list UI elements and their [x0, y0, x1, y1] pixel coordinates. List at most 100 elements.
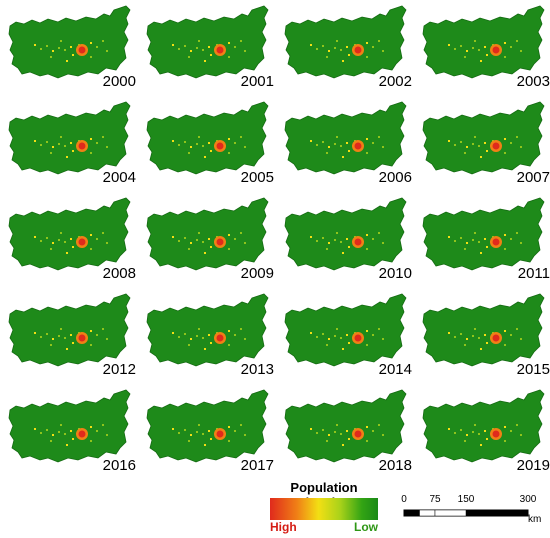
- settlement-dot: [58, 47, 60, 49]
- settlement-dot: [348, 342, 350, 344]
- settlement-dot: [328, 242, 330, 244]
- settlement-dot: [466, 434, 468, 436]
- map-panel: 2016: [6, 388, 142, 484]
- settlement-dot: [90, 152, 92, 154]
- settlement-dot: [40, 240, 42, 242]
- settlement-dot: [480, 60, 482, 62]
- settlement-dot: [480, 348, 482, 350]
- settlement-dot: [474, 136, 476, 138]
- settlement-dot: [372, 238, 374, 240]
- urban-hotspot-core: [354, 430, 362, 438]
- settlement-dot: [64, 49, 66, 51]
- settlement-dot: [60, 424, 62, 426]
- settlement-dot: [184, 429, 186, 431]
- settlement-dot: [366, 440, 368, 442]
- settlement-dot: [172, 428, 174, 430]
- scale-tick-0: 0: [401, 494, 407, 505]
- settlement-dot: [336, 424, 338, 426]
- settlement-dot: [244, 146, 246, 148]
- region-boundary: [146, 197, 269, 271]
- region-map: [8, 389, 131, 463]
- settlement-dot: [328, 338, 330, 340]
- settlement-dot: [316, 432, 318, 434]
- settlement-dot: [228, 330, 230, 332]
- settlement-dot: [40, 48, 42, 50]
- settlement-dot: [516, 136, 518, 138]
- settlement-dot: [102, 232, 104, 234]
- settlement-dot: [58, 239, 60, 241]
- settlement-dot: [310, 140, 312, 142]
- region-boundary: [8, 101, 131, 175]
- settlement-dot: [372, 334, 374, 336]
- settlement-dot: [382, 50, 384, 52]
- settlement-dot: [340, 145, 342, 147]
- settlement-dot: [188, 440, 190, 442]
- year-label: 2000: [102, 73, 136, 90]
- map-panel: 2018: [282, 388, 418, 484]
- year-label: 2015: [516, 361, 550, 378]
- settlement-dot: [208, 430, 210, 432]
- settlement-dot: [334, 335, 336, 337]
- settlement-dot: [60, 40, 62, 42]
- map-panel: 2012: [6, 292, 142, 388]
- settlement-dot: [178, 432, 180, 434]
- region-map: [284, 197, 407, 271]
- legend-high-label: High: [270, 520, 297, 534]
- region-boundary: [422, 101, 545, 175]
- settlement-dot: [244, 242, 246, 244]
- region-boundary: [422, 293, 545, 367]
- settlement-dot: [510, 46, 512, 48]
- settlement-dot: [460, 141, 462, 143]
- settlement-dot: [106, 146, 108, 148]
- settlement-dot: [346, 46, 348, 48]
- urban-hotspot-core: [354, 238, 362, 246]
- settlement-dot: [510, 142, 512, 144]
- scale-bar: 0 75 150 300 km: [396, 494, 546, 528]
- settlement-dot: [472, 47, 474, 49]
- settlement-dot: [464, 440, 466, 442]
- settlement-dot: [66, 252, 68, 254]
- settlement-dot: [478, 145, 480, 147]
- settlement-dot: [64, 433, 66, 435]
- settlement-dot: [198, 328, 200, 330]
- settlement-dot: [478, 337, 480, 339]
- settlement-dot: [202, 433, 204, 435]
- map-panel: 2005: [144, 100, 280, 196]
- year-label: 2014: [378, 361, 412, 378]
- settlement-dot: [34, 428, 36, 430]
- settlement-dot: [478, 241, 480, 243]
- region-map: [422, 5, 545, 79]
- settlement-dot: [346, 430, 348, 432]
- settlement-dot: [190, 146, 192, 148]
- urban-hotspot-core: [492, 238, 500, 246]
- settlement-dot: [72, 342, 74, 344]
- settlement-dot: [172, 332, 174, 334]
- urban-hotspot-core: [216, 430, 224, 438]
- settlement-dot: [348, 246, 350, 248]
- settlement-dot: [326, 56, 328, 58]
- settlement-dot: [196, 47, 198, 49]
- region-map: [284, 389, 407, 463]
- settlement-dot: [460, 333, 462, 335]
- settlement-dot: [208, 46, 210, 48]
- settlement-dot: [172, 236, 174, 238]
- urban-hotspot-core: [354, 46, 362, 54]
- settlement-dot: [474, 40, 476, 42]
- settlement-dot: [366, 344, 368, 346]
- settlement-dot: [372, 430, 374, 432]
- settlement-dot: [316, 336, 318, 338]
- settlement-dot: [336, 328, 338, 330]
- settlement-dot: [348, 150, 350, 152]
- settlement-dot: [316, 240, 318, 242]
- map-panel: 2017: [144, 388, 280, 484]
- settlement-dot: [520, 242, 522, 244]
- settlement-dot: [52, 338, 54, 340]
- urban-hotspot-core: [78, 142, 86, 150]
- settlement-dot: [228, 234, 230, 236]
- settlement-dot: [204, 444, 206, 446]
- map-grid: 2000 2001 2002 2003 2004 2005 2006 2007 2008 2009…: [6, 5, 550, 474]
- settlement-dot: [72, 150, 74, 152]
- settlement-dot: [58, 431, 60, 433]
- map-panel: 2006: [282, 100, 418, 196]
- year-label: 2019: [516, 457, 550, 474]
